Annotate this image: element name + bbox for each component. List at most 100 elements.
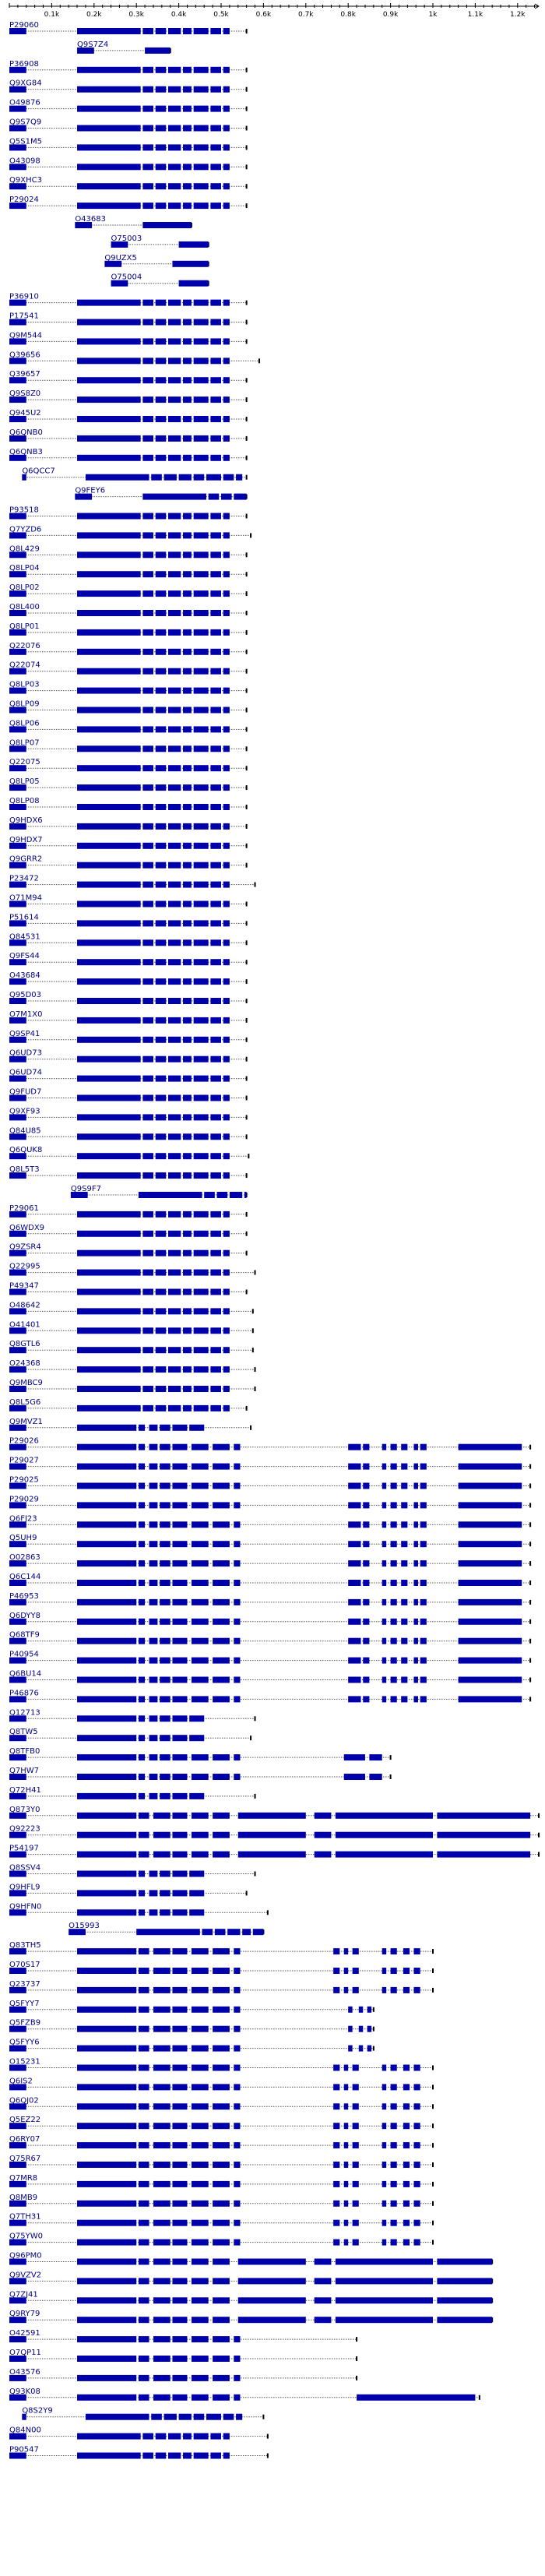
domain-block[interactable] [191,1443,209,1450]
domain-block[interactable] [138,2394,149,2401]
domain-block[interactable] [183,416,192,422]
domain-block[interactable] [390,1637,397,1644]
domain-block[interactable] [223,1055,230,1062]
domain-block[interactable] [138,2297,149,2304]
domain-block[interactable] [155,1036,167,1043]
domain-block[interactable] [155,629,167,636]
domain-block[interactable] [189,1792,205,1799]
domain-block[interactable] [382,1560,387,1567]
domain-block[interactable] [178,241,209,248]
domain-block[interactable] [183,1055,192,1062]
protein-accession-label[interactable]: Q6UD73 [9,1049,42,1058]
domain-block[interactable] [9,2297,26,2304]
domain-block[interactable] [183,66,192,73]
domain-block[interactable] [333,2142,340,2149]
domain-block[interactable] [234,2006,241,2013]
domain-block[interactable] [210,551,221,559]
protein-accession-label[interactable]: Q84531 [9,932,40,941]
protein-accession-label[interactable]: O41401 [9,1320,40,1329]
domain-block[interactable] [183,998,192,1004]
domain-block[interactable] [403,2200,410,2207]
protein-accession-label[interactable]: Q39656 [9,351,40,359]
domain-block[interactable] [9,1075,26,1082]
domain-block[interactable] [183,765,192,772]
domain-block[interactable] [155,784,167,791]
domain-block[interactable] [191,1986,209,1993]
domain-block[interactable] [193,299,209,306]
protein-accession-label[interactable]: Q9XF93 [9,1107,40,1115]
domain-block[interactable] [210,1017,221,1024]
domain-block[interactable] [9,1153,26,1160]
protein-row[interactable]: Q8TFB0 [9,1747,392,1761]
domain-block[interactable] [183,1230,192,1237]
domain-block[interactable] [210,1210,221,1218]
domain-block[interactable] [210,358,221,365]
domain-block[interactable] [153,1831,171,1838]
domain-block[interactable] [193,1036,209,1043]
domain-block[interactable] [168,1347,181,1354]
domain-block[interactable] [77,2103,137,2110]
domain-block[interactable] [9,1541,26,1548]
domain-block[interactable] [77,1618,137,1625]
domain-block[interactable] [142,358,153,365]
domain-block[interactable] [183,1288,192,1295]
domain-block[interactable] [213,2006,230,2013]
protein-row[interactable]: O7QP11 [9,2349,358,2362]
domain-block[interactable] [401,1676,408,1683]
domain-block[interactable] [9,590,26,597]
domain-block[interactable] [77,28,141,34]
domain-block[interactable] [191,2064,209,2071]
protein-accession-label[interactable]: Q6WDX9 [9,1224,44,1232]
domain-block[interactable] [213,2394,230,2401]
domain-block[interactable] [183,842,192,849]
domain-block[interactable] [343,2142,349,2149]
domain-block[interactable] [9,1986,26,1993]
protein-accession-label[interactable]: Q873Y0 [9,1806,40,1814]
domain-block[interactable] [138,2162,149,2168]
domain-block[interactable] [168,900,181,907]
domain-block[interactable] [403,2239,410,2246]
domain-block[interactable] [168,416,181,422]
protein-accession-label[interactable]: O43684 [9,971,40,980]
domain-block[interactable] [213,1521,230,1528]
domain-block[interactable] [314,1812,332,1819]
domain-block[interactable] [413,1598,418,1605]
domain-block[interactable] [9,86,26,93]
protein-row[interactable]: Q9VZV2 [9,2271,494,2285]
domain-block[interactable] [210,1386,221,1392]
domain-block[interactable] [9,2200,26,2207]
domain-block[interactable] [160,1502,171,1509]
domain-block[interactable] [333,2239,340,2246]
protein-accession-label[interactable]: O75003 [111,234,142,243]
domain-block[interactable] [155,1055,167,1062]
protein-accession-label[interactable]: Q7MR8 [9,2174,37,2183]
domain-block[interactable] [191,1657,209,1664]
domain-block[interactable] [191,2297,209,2304]
domain-block[interactable] [382,2103,387,2110]
domain-block[interactable] [155,1288,167,1295]
domain-block[interactable] [401,1696,408,1703]
protein-row[interactable]: Q6UD73 [9,1049,248,1062]
domain-block[interactable] [142,1172,153,1179]
domain-block[interactable] [458,1676,522,1683]
domain-block[interactable] [77,203,141,210]
domain-block[interactable] [172,2084,188,2091]
protein-accession-label[interactable]: Q9XHC3 [9,176,42,185]
domain-block[interactable] [183,726,192,733]
domain-block[interactable] [149,1463,158,1470]
domain-block[interactable] [210,435,221,442]
domain-block[interactable] [9,2162,26,2168]
domain-block[interactable] [234,1968,241,1974]
domain-block[interactable] [77,1948,137,1955]
domain-block[interactable] [458,1696,522,1703]
domain-block[interactable] [77,47,94,54]
protein-accession-label[interactable]: Q9FUD7 [9,1088,41,1097]
domain-block[interactable] [153,2219,171,2226]
domain-block[interactable] [191,1502,209,1509]
domain-block[interactable] [142,1347,153,1354]
domain-block[interactable] [138,1774,146,1780]
domain-block[interactable] [333,2103,340,2110]
protein-accession-label[interactable]: Q6DYY8 [9,1612,40,1620]
domain-block[interactable] [9,1715,26,1722]
domain-block[interactable] [183,687,192,694]
